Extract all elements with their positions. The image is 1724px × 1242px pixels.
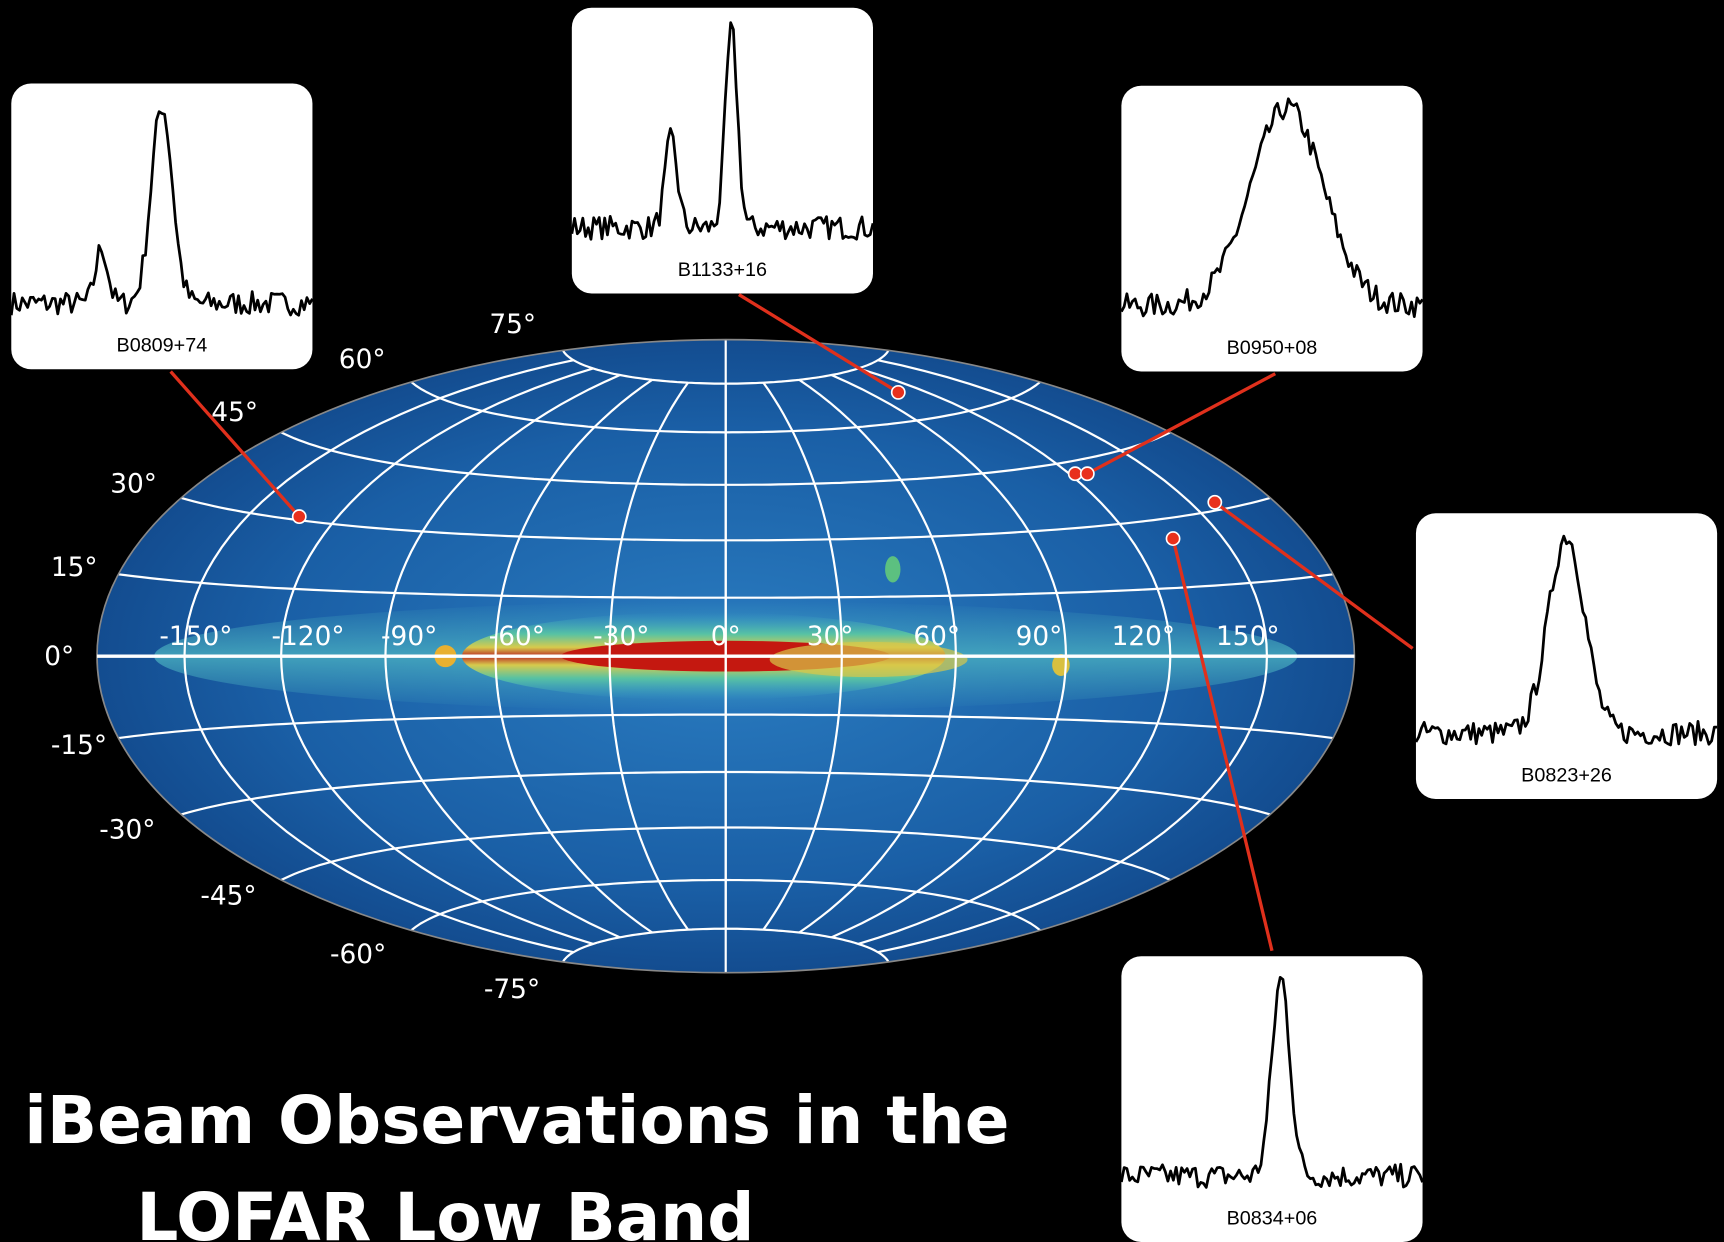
pulsar-name: B0823+26 <box>1521 764 1612 786</box>
latitude-label: -60° <box>330 940 386 970</box>
title-line: iBeam Observations in the <box>24 1082 1009 1159</box>
pulsar-position <box>892 386 905 399</box>
longitude-label: -150° <box>159 622 232 652</box>
inset-panel <box>11 84 312 370</box>
pulsar-inset: B0823+26 <box>1416 513 1717 799</box>
longitude-label: -60° <box>489 622 545 652</box>
pulsar-inset: B0950+08 <box>1121 86 1422 372</box>
inset-panel <box>1416 513 1717 799</box>
longitude-label: 150° <box>1216 622 1280 652</box>
longitude-label: 90° <box>1016 622 1063 652</box>
pulsar-position <box>293 510 306 523</box>
pulsar-inset: B0809+74 <box>11 84 312 370</box>
longitude-label: 30° <box>807 622 854 652</box>
pulsar-name: B0950+08 <box>1227 337 1318 359</box>
latitude-label: -30° <box>99 816 155 846</box>
longitude-label: -90° <box>381 622 437 652</box>
latitude-label: 75° <box>489 310 536 340</box>
latitude-label: -15° <box>51 731 107 761</box>
title-line: LOFAR Low Band <box>136 1179 754 1242</box>
inset-panel <box>1121 86 1422 372</box>
pulsar-inset: B0834+06 <box>1121 956 1422 1242</box>
longitude-label: -120° <box>272 622 345 652</box>
longitude-label: 0° <box>711 622 741 652</box>
pulsar-position <box>1166 532 1179 545</box>
page: {"title": ["iBeam Observations in the", … <box>0 0 1724 1242</box>
longitude-label: -30° <box>593 622 649 652</box>
pulsar-name: B0834+06 <box>1227 1207 1318 1229</box>
inset-panel <box>1121 956 1422 1242</box>
pulsar-position <box>1208 496 1221 509</box>
latitude-label: 60° <box>339 345 386 375</box>
longitude-label: 120° <box>1112 622 1176 652</box>
latitude-label: -75° <box>484 975 540 1005</box>
latitude-label: 30° <box>110 469 157 499</box>
latitude-label: 15° <box>51 553 98 583</box>
pulsar-position <box>1069 467 1082 480</box>
pulsar-position <box>1081 467 1094 480</box>
pulsar-inset: B1133+16 <box>572 8 873 294</box>
figure: 75°60°45°30°15°0°-15°-30°-45°-60°-75°-15… <box>0 0 1724 1242</box>
pulsar-name: B1133+16 <box>678 259 767 281</box>
longitude-label: 60° <box>913 622 960 652</box>
latitude-label: -45° <box>200 882 256 912</box>
pulsar-name: B0809+74 <box>117 335 208 357</box>
latitude-label: 0° <box>44 642 74 672</box>
